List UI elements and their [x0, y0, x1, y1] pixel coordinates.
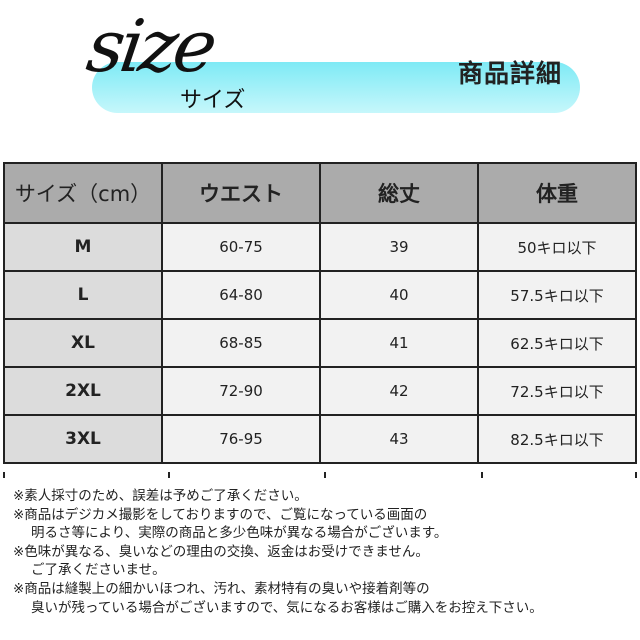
cell-length: 42: [319, 366, 479, 416]
table-row: L 64-80 40 57.5キロ以下: [3, 270, 637, 320]
note-line: ※色味が異なる、臭いなどの理由の交換、返金はお受けできません。: [13, 543, 429, 560]
cell-waist: 68-85: [161, 318, 321, 368]
table-row: XL 68-85 41 62.5キロ以下: [3, 318, 637, 368]
cell-waist: 60-75: [161, 222, 321, 272]
size-logo-kana: サイズ: [180, 88, 246, 113]
note-line: 明るさ等により、実際の商品と多少色味が異なる場合がございます。: [31, 525, 448, 542]
header-banner: [92, 62, 580, 113]
table-cutoff-edge: [3, 472, 637, 478]
cell-waist: 64-80: [161, 270, 321, 320]
cell-length: 41: [319, 318, 479, 368]
table-header-row: サイズ（cm） ウエスト 総丈 体重: [3, 162, 637, 224]
cell-weight: 57.5キロ以下: [477, 270, 637, 320]
column-header-size: サイズ（cm）: [3, 162, 163, 224]
table-row: 3XL 76-95 43 82.5キロ以下: [3, 414, 637, 464]
cell-size: 3XL: [3, 414, 163, 464]
cell-size: M: [3, 222, 163, 272]
cell-size: 2XL: [3, 366, 163, 416]
cell-length: 40: [319, 270, 479, 320]
page-title: 商品詳細: [457, 59, 562, 88]
column-header-weight: 体重: [477, 162, 637, 224]
note-line: 臭いが残っている場合がございますので、気になるお客様はご購入をお控え下さい。: [31, 599, 543, 616]
column-header-waist: ウエスト: [161, 162, 321, 224]
notes: ※素人採寸のため、誤差は予めご了承ください。 ※商品はデジカメ撮影をしております…: [13, 487, 543, 617]
cell-weight: 72.5キロ以下: [477, 366, 637, 416]
table-row: 2XL 72-90 42 72.5キロ以下: [3, 366, 637, 416]
table-row: M 60-75 39 50キロ以下: [3, 222, 637, 272]
note-line: ご了承くださいませ。: [31, 562, 166, 579]
cell-weight: 62.5キロ以下: [477, 318, 637, 368]
cell-weight: 82.5キロ以下: [477, 414, 637, 464]
note-line: ※素人採寸のため、誤差は予めご了承ください。: [13, 488, 308, 504]
note-line: ※商品は縫製上の細かいほつれ、汚れ、素材特有の臭いや接着剤等の: [13, 580, 430, 597]
note-line: ※商品はデジカメ撮影をしておりますので、ご覧になっている画面の: [13, 506, 428, 523]
cell-weight: 50キロ以下: [477, 222, 637, 272]
cell-size: L: [3, 270, 163, 320]
cell-length: 39: [319, 222, 479, 272]
size-table: サイズ（cm） ウエスト 総丈 体重 M 60-75 39 50キロ以下 L 6…: [3, 162, 637, 464]
column-header-length: 総丈: [319, 162, 479, 224]
cell-size: XL: [3, 318, 163, 368]
cell-waist: 76-95: [161, 414, 321, 464]
size-logo: size: [82, 4, 219, 88]
cell-length: 43: [319, 414, 479, 464]
cell-waist: 72-90: [161, 366, 321, 416]
